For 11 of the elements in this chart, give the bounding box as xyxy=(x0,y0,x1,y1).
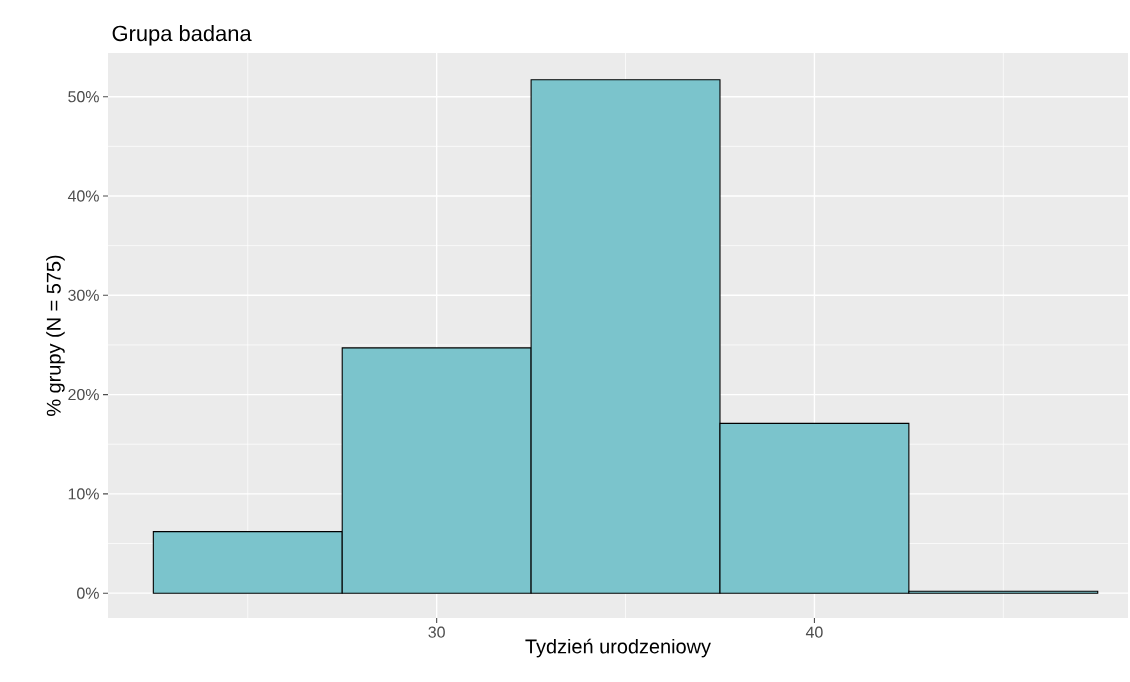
chart-title: Grupa badana xyxy=(112,25,252,46)
y-tick-label: 20% xyxy=(68,388,99,401)
y-tick-label: 40% xyxy=(67,190,99,202)
y-tick-label: 30% xyxy=(68,289,99,301)
y-tick-label: 10% xyxy=(68,488,99,500)
y-axis-title: % grupy (N = 575) xyxy=(46,255,65,416)
x-tick-label: 40 xyxy=(805,626,823,638)
y-tick-label: 0% xyxy=(77,587,99,599)
y-tick-label: 50% xyxy=(68,91,99,103)
x-tick-label: 30 xyxy=(428,626,445,638)
x-axis-title: Tydzień urodzeniowy xyxy=(525,638,711,658)
